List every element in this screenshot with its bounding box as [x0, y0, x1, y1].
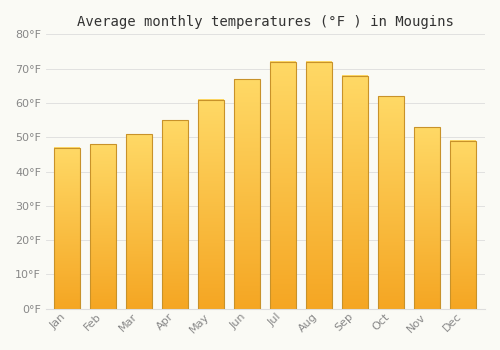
- Bar: [198, 99, 224, 309]
- Bar: [234, 79, 260, 309]
- Bar: [126, 134, 152, 309]
- Bar: [90, 144, 117, 309]
- Bar: [306, 62, 332, 309]
- Title: Average monthly temperatures (°F ) in Mougins: Average monthly temperatures (°F ) in Mo…: [77, 15, 454, 29]
- Bar: [450, 141, 476, 309]
- Bar: [378, 96, 404, 309]
- Bar: [342, 76, 368, 309]
- Bar: [270, 62, 296, 309]
- Bar: [414, 127, 440, 309]
- Bar: [54, 148, 80, 309]
- Bar: [162, 120, 188, 309]
